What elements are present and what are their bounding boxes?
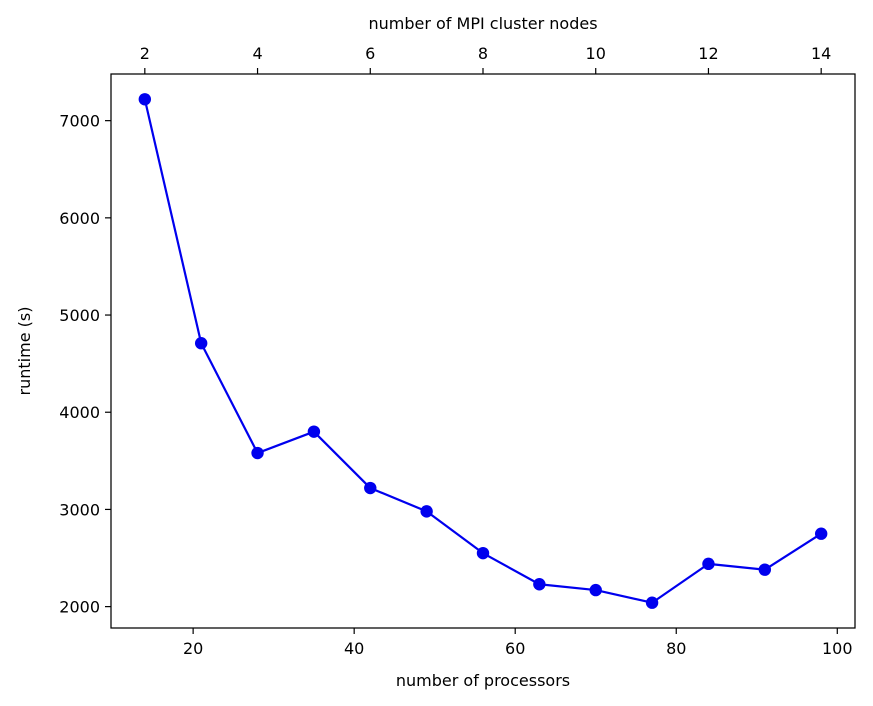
x-tick-label: 100 (822, 639, 853, 658)
data-point (251, 446, 264, 460)
y-tick-label: 5000 (59, 306, 100, 325)
x2-tick-label: 10 (586, 44, 606, 63)
data-point (589, 583, 602, 597)
y-tick-label: 2000 (59, 598, 100, 617)
y-tick-label: 7000 (59, 112, 100, 131)
x-axis-label: number of processors (396, 671, 570, 690)
data-point (476, 546, 490, 560)
data-point (194, 337, 208, 350)
x-tick-label: 80 (666, 639, 686, 658)
y-tick-label: 4000 (59, 403, 100, 422)
data-point (814, 527, 828, 540)
x2-tick-label: 8 (478, 44, 488, 63)
x2-tick-label: 4 (252, 44, 262, 63)
x2-tick-label: 12 (698, 44, 718, 63)
x-tick-label: 60 (505, 639, 525, 658)
data-point (307, 425, 321, 438)
y-tick-label: 6000 (59, 209, 100, 228)
data-point (533, 578, 546, 591)
x-tick-label: 40 (344, 639, 364, 658)
x2-tick-label: 6 (365, 44, 375, 63)
data-point (364, 481, 377, 495)
x-tick-label: 20 (183, 639, 203, 658)
plot-layer (138, 93, 828, 609)
data-point (420, 505, 433, 518)
tick-layer: 20 40 60 80 100 2 4 6 8 10 12 14 2000 3000 4000 5000 600… (59, 44, 852, 658)
y-tick-label: 3000 (59, 500, 100, 519)
x2-axis-label: number of MPI cluster nodes (368, 14, 597, 33)
data-point (702, 557, 715, 571)
x2-tick-label: 2 (140, 44, 150, 63)
data-point (758, 563, 772, 576)
y-axis-label: runtime (s) (15, 307, 34, 396)
data-point (645, 596, 659, 609)
x2-tick-label: 14 (811, 44, 831, 63)
data-point (138, 93, 152, 106)
